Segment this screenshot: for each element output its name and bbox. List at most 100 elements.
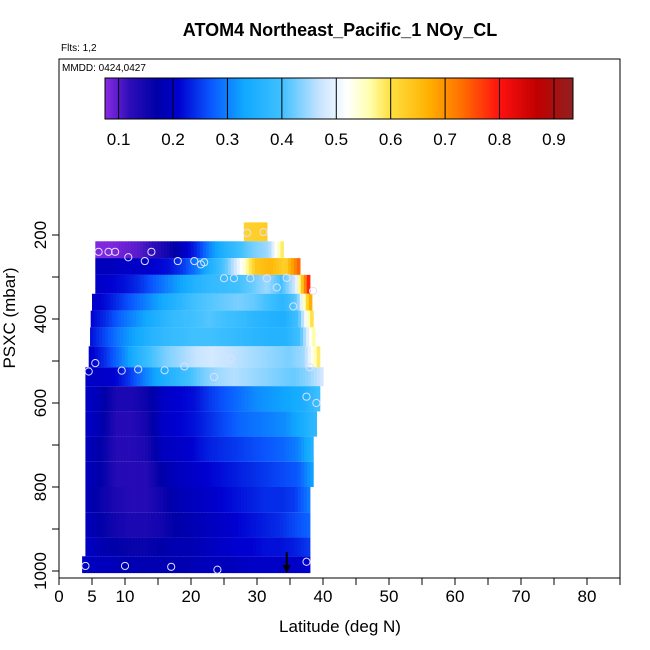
heatmap-cell: [214, 436, 218, 462]
heatmap-cell: [226, 241, 231, 259]
heatmap-cell: [260, 258, 265, 275]
heatmap-cell: [270, 274, 275, 294]
heatmap-cell: [252, 274, 257, 294]
heatmap-cell: [292, 461, 296, 487]
heatmap-cell: [169, 512, 173, 538]
heatmap-cell: [238, 367, 243, 387]
heatmap-cell: [142, 367, 147, 387]
heatmap-cell: [229, 436, 233, 462]
heatmap-cell: [291, 487, 296, 513]
heatmap-cell: [212, 293, 217, 311]
heatmap-cell: [295, 411, 299, 437]
heatmap-cell: [294, 274, 299, 294]
heatmap-cell: [283, 367, 288, 387]
heatmap-cell: [133, 537, 137, 557]
heatmap-cell: [165, 327, 169, 347]
heatmap-cell: [255, 327, 259, 347]
heatmap-cell: [121, 512, 125, 538]
heatmap-cell: [85, 411, 89, 437]
heatmap-cell: [240, 537, 245, 557]
heatmap-cell: [139, 487, 143, 513]
heatmap-cell: [253, 241, 258, 259]
heatmap-cell: [196, 512, 200, 538]
heatmap-cell: [154, 556, 158, 574]
heatmap-cell: [116, 274, 121, 294]
heatmap-cell: [132, 310, 137, 328]
heatmap-cell: [106, 436, 110, 462]
heatmap-cell: [214, 537, 218, 557]
heatmap-cell: [160, 487, 164, 513]
sample-point: [246, 274, 255, 283]
dates-label: MMDD: 0424,0427: [62, 63, 146, 74]
heatmap-cell: [249, 327, 253, 347]
heatmap-cell: [214, 346, 219, 368]
heatmap-cell: [104, 274, 108, 294]
heatmap-cell: [203, 258, 208, 275]
heatmap-cell: [154, 436, 158, 462]
x-tick-label: 60: [446, 587, 465, 606]
heatmap-cell: [115, 487, 119, 513]
heatmap-cell: [90, 310, 95, 328]
heatmap-cell: [99, 310, 104, 328]
heatmap-cell: [96, 310, 101, 328]
heatmap-cell: [119, 274, 124, 294]
heatmap-cell: [217, 461, 221, 487]
sample-point: [91, 359, 100, 368]
heatmap-cell: [149, 258, 154, 275]
heatmap-cell: [139, 461, 143, 487]
sample-point: [302, 557, 311, 566]
heatmap-cell: [149, 241, 153, 259]
heatmap-cell: [310, 411, 314, 437]
heatmap-cell: [177, 310, 182, 328]
heatmap-cell: [215, 258, 220, 275]
heatmap-cell: [249, 222, 254, 242]
heatmap-cell: [285, 487, 290, 513]
heatmap-cell: [280, 310, 284, 328]
heatmap-cell: [214, 411, 218, 437]
heatmap-cell: [137, 293, 141, 311]
heatmap-cell: [220, 346, 225, 368]
heatmap-cell: [152, 241, 156, 259]
heatmap-cell: [275, 258, 280, 275]
heatmap-cell: [106, 512, 110, 538]
heatmap-cell: [159, 310, 164, 328]
heatmap-cell: [94, 346, 99, 368]
heatmap-cell: [307, 436, 311, 462]
heatmap-cell: [240, 274, 244, 294]
heatmap-cell: [301, 367, 306, 387]
heatmap-cell: [196, 346, 201, 368]
heatmap-cell: [246, 556, 251, 574]
heatmap-cell: [241, 436, 245, 462]
heatmap-cell: [107, 274, 111, 294]
heatmap-cell: [228, 310, 233, 328]
heatmap-cell: [169, 411, 173, 437]
heatmap-cell: [265, 436, 269, 462]
heatmap-cell: [231, 556, 236, 574]
heatmap-cell: [292, 436, 296, 462]
heatmap-cell: [310, 367, 315, 387]
heatmap-cell: [190, 346, 195, 368]
heatmap-cell: [107, 241, 111, 259]
heatmap-cell: [178, 411, 182, 437]
heatmap-cell: [237, 327, 241, 347]
heatmap-cell: [193, 436, 197, 462]
heatmap-cell: [172, 461, 176, 487]
heatmap-cell: [262, 461, 266, 487]
sample-point: [140, 256, 149, 266]
heatmap-cell: [310, 346, 315, 368]
heatmap-cell: [313, 386, 318, 412]
heatmap-cell: [118, 537, 122, 557]
heatmap-cell: [112, 411, 116, 437]
heatmap-cell: [167, 293, 171, 311]
heatmap-cell: [184, 436, 188, 462]
heatmap-cell: [91, 556, 95, 574]
heatmap-cell: [310, 436, 314, 462]
heatmap-cell: [164, 293, 168, 311]
heatmap-cell: [248, 258, 253, 275]
heatmap-cell: [187, 386, 192, 412]
heatmap-cell: [255, 310, 260, 328]
heatmap-cell: [116, 293, 120, 311]
heatmap-cell: [310, 310, 314, 328]
heatmap-cell: [169, 367, 174, 387]
heatmap-cell: [171, 310, 176, 328]
